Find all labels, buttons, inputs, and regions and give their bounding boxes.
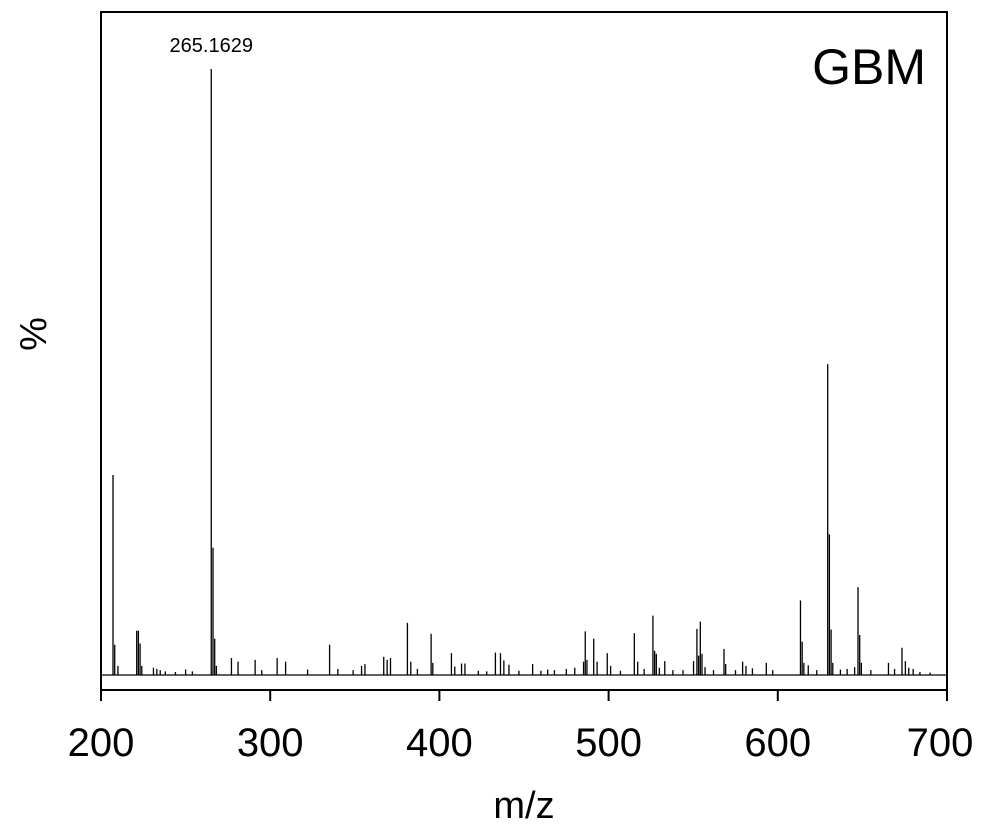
x-tick-label: 400 xyxy=(406,721,473,765)
x-tick-label: 600 xyxy=(744,721,811,765)
x-axis-label: m/z xyxy=(493,785,554,827)
x-tick-label: 700 xyxy=(907,721,974,765)
x-tick-label: 300 xyxy=(237,721,304,765)
plot-frame xyxy=(101,12,947,690)
peak-series xyxy=(113,69,930,675)
x-tick-label: 500 xyxy=(575,721,642,765)
y-axis-label: % xyxy=(13,317,55,351)
x-axis-ticks: 200 300 400 500 600 700 xyxy=(68,690,974,765)
x-tick-label: 200 xyxy=(68,721,135,765)
peak-annotation-label: 265.1629 xyxy=(170,35,253,57)
panel-label: GBM xyxy=(812,39,926,95)
